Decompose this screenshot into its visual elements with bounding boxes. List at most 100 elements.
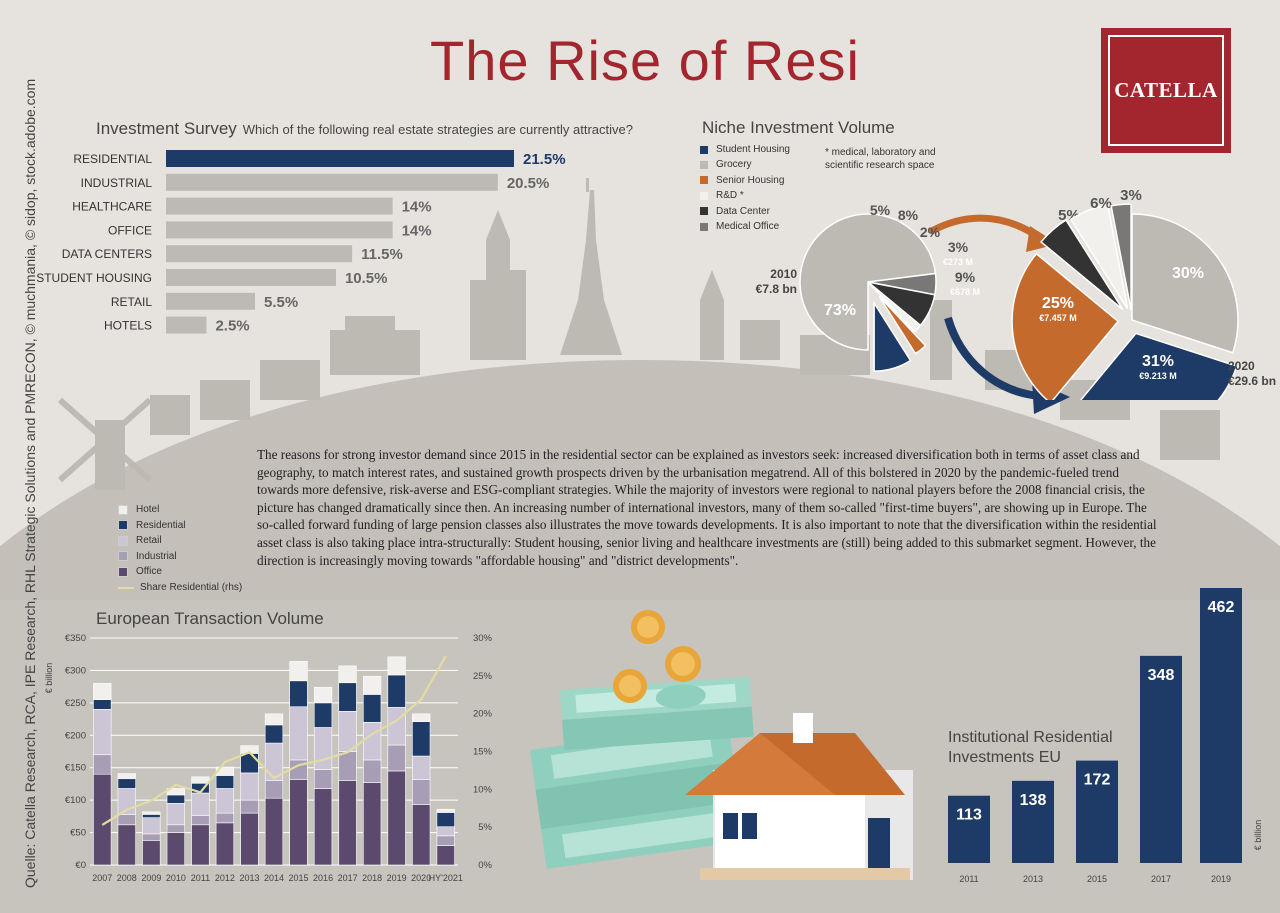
survey-category-label: STUDENT HOUSING <box>36 271 152 285</box>
survey-value-label: 11.5% <box>361 246 403 263</box>
stacked-bar-segment <box>93 699 112 710</box>
legend-swatch <box>118 551 128 562</box>
stacked-bar-segment <box>264 797 284 866</box>
stacked-bar-segment <box>313 788 333 866</box>
survey-value-label: 10.5% <box>345 270 388 287</box>
niche-note: * medical, laboratory and scientific res… <box>825 147 936 171</box>
pie-percent-label: 6% <box>1090 195 1112 212</box>
legend-swatch <box>700 207 708 216</box>
pie-slice <box>1131 213 1239 354</box>
stacked-bar-segment <box>338 682 357 712</box>
y2-tick-label: 15% <box>473 747 493 758</box>
y2-tick-label: 0% <box>478 860 492 871</box>
y2-tick-label: 10% <box>473 784 493 795</box>
stacked-bar-segment <box>338 665 357 684</box>
legend-swatch <box>118 535 128 546</box>
transaction-legend-item: Office <box>118 566 162 577</box>
stacked-bar-segment <box>264 780 284 799</box>
european-transaction-chart: €0 €50 €100 €150 €200 €250 €300 €350 0% 5% 10% 15% 2… <box>44 633 493 883</box>
pie-percent-label: 73% <box>824 302 856 319</box>
logo-text: CATELLA <box>1114 78 1218 102</box>
transaction-legend-item: Share Residential (rhs) <box>118 582 242 593</box>
catella-logo: CATELLA <box>1101 28 1231 153</box>
legend-label: Hotel <box>136 504 160 515</box>
x-tick-label: 2010 <box>166 873 186 883</box>
y2-tick-label: 30% <box>473 633 493 644</box>
y2-tick-label: 25% <box>473 671 493 682</box>
institutional-bar <box>948 795 990 863</box>
pie-slice <box>1040 218 1124 311</box>
stacked-bar-segment <box>191 815 210 826</box>
legend-label: Share Residential (rhs) <box>140 582 243 593</box>
survey-category-label: DATA CENTERS <box>62 247 152 261</box>
stacked-bar-segment <box>412 721 431 757</box>
legend-label: Residential <box>136 519 186 531</box>
stacked-bar-segment <box>412 755 431 780</box>
pie-amount-label: €7.457 M <box>1039 313 1077 323</box>
legend-label: Data Center <box>716 205 770 217</box>
stacked-bar-segment <box>412 713 431 722</box>
x-tick-label: 2008 <box>117 873 137 883</box>
stacked-bar-segment <box>387 744 406 772</box>
stacked-bar-segment <box>264 724 284 744</box>
stacked-bar-segment <box>166 794 185 804</box>
legend-swatch <box>118 520 128 531</box>
institutional-value-label: 113 <box>956 807 982 824</box>
institutional-title-line1: Institutional Residential <box>948 729 1113 746</box>
x-tick-label: 2018 <box>362 873 382 883</box>
y2-tick-label: 20% <box>473 709 493 720</box>
stacked-bar-segment <box>117 778 136 789</box>
stacked-bar-segment <box>240 753 259 774</box>
stacked-bar-segment <box>142 840 161 866</box>
institutional-value-label: 138 <box>1020 792 1047 809</box>
page-title: The Rise of Resi <box>430 29 860 92</box>
pie-percent-label: 30% <box>1172 265 1204 282</box>
stacked-bar-segment <box>436 812 455 828</box>
institutional-bar <box>1140 655 1182 863</box>
pie-percent-label: 9% <box>955 269 976 285</box>
survey-value-label: 2.5% <box>215 318 249 335</box>
stacked-bar-segment <box>166 824 185 833</box>
y-tick-label: €350 <box>65 633 86 644</box>
niche-legend-item: Medical Office <box>700 221 779 232</box>
stacked-bar-segment <box>142 814 161 818</box>
transaction-legend-item: Residential <box>118 520 185 531</box>
survey-value-label: 21.5% <box>523 151 566 168</box>
survey-bar <box>166 245 353 263</box>
money-house-illustration <box>530 610 913 880</box>
stacked-bar-segment <box>338 780 357 866</box>
legend-swatch <box>700 145 708 154</box>
survey-bar <box>166 173 498 191</box>
legend-swatch <box>700 222 708 231</box>
pie-amount-label: €678 M <box>950 287 980 297</box>
survey-category-label: INDUSTRIAL <box>81 176 153 190</box>
x-tick-label: 2015 <box>1087 874 1107 884</box>
pie-percent-label: 3% <box>948 239 969 255</box>
stacked-bar-segment <box>387 770 406 866</box>
pie-percent-label: 31% <box>1142 353 1174 370</box>
stacked-bar-segment <box>191 824 210 866</box>
body-paragraph: The reasons for strong investor demand s… <box>257 447 1157 568</box>
survey-bar <box>166 221 393 239</box>
stacked-bar-segment <box>412 779 431 805</box>
institutional-bar <box>1012 780 1054 863</box>
legend-swatch <box>118 586 134 589</box>
pie-year: 2020 <box>1228 359 1255 373</box>
y-tick-label: €100 <box>65 795 86 806</box>
x-tick-label: 2019 <box>1211 874 1231 884</box>
pie-slice <box>1079 332 1238 400</box>
niche-legend-item: Senior Housing <box>700 175 784 186</box>
niche-legend-item: Data Center <box>700 206 770 217</box>
transaction-title: European Transaction Volume <box>96 609 324 628</box>
survey-value-label: 14% <box>402 222 432 239</box>
stacked-bar-segment <box>313 769 333 789</box>
pie-slice <box>873 300 912 372</box>
legend-swatch <box>700 176 708 185</box>
survey-category-label: HEALTHCARE <box>72 200 152 214</box>
survey-category-label: OFFICE <box>108 223 152 237</box>
stacked-bar-segment <box>387 674 406 708</box>
stacked-bar-segment <box>363 694 382 723</box>
survey-value-label: 5.5% <box>264 294 298 311</box>
survey-bar <box>166 292 256 310</box>
pie-year: 2010 <box>770 267 797 281</box>
